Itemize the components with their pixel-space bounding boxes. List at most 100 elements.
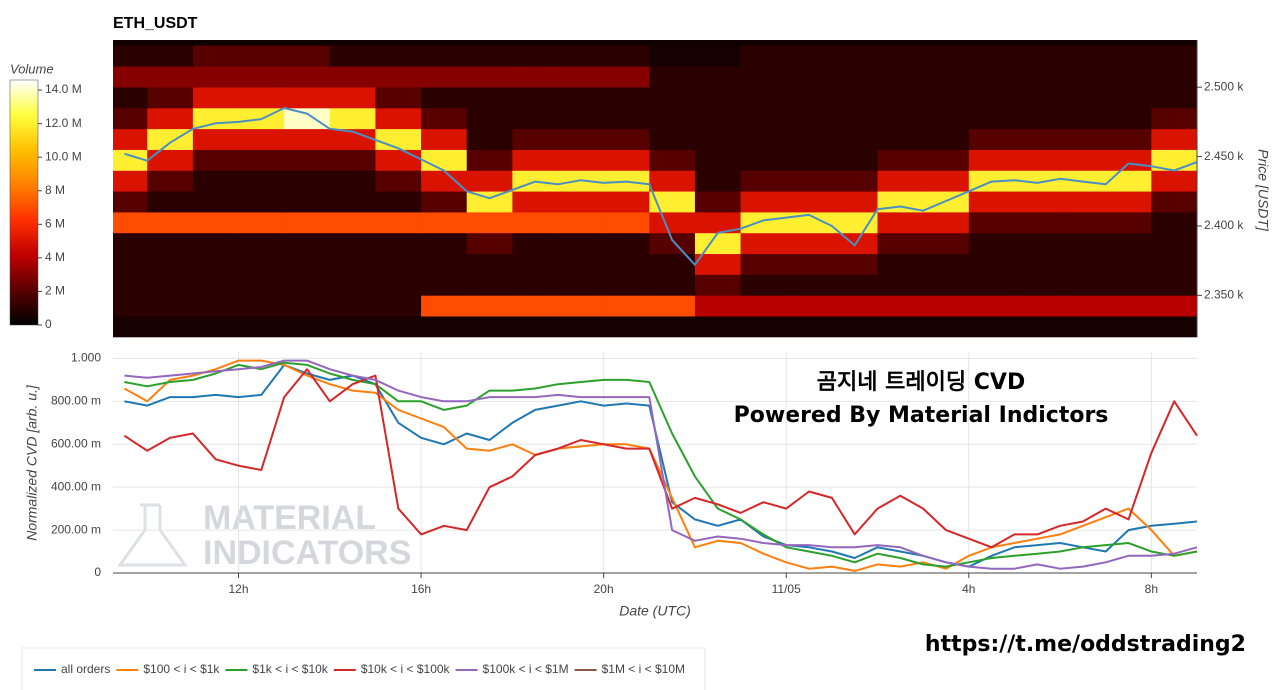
heatmap-cell xyxy=(968,66,1015,88)
heatmap-cell xyxy=(831,316,878,338)
heatmap-cell xyxy=(147,45,194,67)
heatmap-cell xyxy=(421,149,468,171)
heatmap-cell xyxy=(238,87,285,109)
heatmap-cell xyxy=(603,191,650,213)
heatmap-cell xyxy=(192,316,239,338)
heatmap-cell xyxy=(831,45,878,67)
heatmap-cell xyxy=(740,149,787,171)
heatmap-cell xyxy=(740,170,787,192)
heatmap-cell xyxy=(786,170,833,192)
heatmap-cell xyxy=(113,295,148,317)
heatmap-cell xyxy=(1014,253,1061,275)
series-line xyxy=(124,359,1198,570)
heatmap-cell xyxy=(694,170,741,192)
heatmap-cell xyxy=(238,45,285,67)
heatmap-cell xyxy=(238,253,285,275)
heatmap-cell xyxy=(192,170,239,192)
heatmap-cell xyxy=(512,253,559,275)
heatmap-cell xyxy=(968,128,1015,150)
heatmap-cell xyxy=(192,45,239,67)
heatmap-cell xyxy=(1060,87,1107,109)
heatmap-cell xyxy=(147,170,194,192)
heatmap-cell xyxy=(1105,45,1152,67)
heatmap-cell xyxy=(649,66,696,88)
heatmap-cell xyxy=(968,87,1015,109)
heatmap-cell xyxy=(421,232,468,255)
x-tick-label: 16h xyxy=(411,582,431,596)
heatmap-cell xyxy=(329,170,376,192)
heatmap-cell xyxy=(238,212,285,234)
heatmap-cell xyxy=(284,191,331,213)
legend-label: $1M < i < $10M xyxy=(602,662,685,676)
heatmap-cell xyxy=(603,316,650,338)
heatmap-cell xyxy=(466,170,513,192)
heatmap-cell xyxy=(1105,232,1152,255)
heatmap-cell xyxy=(1105,316,1152,338)
heatmap-cell xyxy=(238,316,285,338)
heatmap-cell xyxy=(694,45,741,67)
watermark: INDICATORS xyxy=(203,534,411,572)
heatmap-cell xyxy=(1014,87,1061,109)
heatmap-cell xyxy=(113,108,148,130)
heatmap-cell xyxy=(512,128,559,150)
heatmap-cell xyxy=(740,295,787,317)
heatmap-cell xyxy=(603,128,650,150)
heatmap-cell xyxy=(694,66,741,88)
heatmap-cell xyxy=(113,232,148,255)
heatmap-cell xyxy=(192,108,239,130)
heatmap-cell xyxy=(558,66,604,88)
heatmap-cell xyxy=(466,149,513,171)
colorbar-tick-label: 8 M xyxy=(45,183,65,197)
heatmap-cell xyxy=(375,316,422,338)
heatmap-cell xyxy=(284,316,331,338)
heatmap-cell xyxy=(375,87,422,109)
heatmap-cell xyxy=(1014,191,1061,213)
heatmap-cell xyxy=(968,274,1015,296)
heatmap-cell xyxy=(603,149,650,171)
heatmap-cell xyxy=(558,45,604,67)
heatmap-cell xyxy=(649,316,696,338)
heatmap-cell xyxy=(284,212,331,234)
heatmap-cell xyxy=(786,232,833,255)
colorbar-tick-label: 0 xyxy=(45,317,52,331)
heatmap-cell xyxy=(1151,232,1198,255)
heatmap-cell xyxy=(603,253,650,275)
heatmap-cell xyxy=(375,108,422,130)
heatmap-cell xyxy=(113,212,148,234)
heatmap-cell xyxy=(603,274,650,296)
cvd-axis-title: Normalized CVD [arb. u.] xyxy=(24,384,40,541)
heatmap-cell xyxy=(923,149,970,171)
heatmap-cell xyxy=(192,232,239,255)
heatmap-cell xyxy=(147,128,194,150)
heatmap-cell xyxy=(923,212,970,234)
heatmap-cell xyxy=(421,191,468,213)
heatmap-cell xyxy=(192,212,239,234)
heatmap-cell xyxy=(147,316,194,338)
heatmap-cell xyxy=(329,128,376,150)
heatmap-cell xyxy=(923,316,970,338)
heatmap-cell xyxy=(1060,45,1107,67)
colorbar-title: Volume xyxy=(10,61,54,76)
colorbar-tick-label: 14.0 M xyxy=(45,82,82,96)
heatmap-cell xyxy=(147,274,194,296)
colorbar-tick-label: 6 M xyxy=(45,216,65,230)
heatmap-cell xyxy=(603,295,650,317)
heatmap-cell xyxy=(512,295,559,317)
heatmap-cell xyxy=(512,274,559,296)
y-tick-label: 800.00 m xyxy=(51,394,101,408)
heatmap-cell xyxy=(192,66,239,88)
heatmap-cell xyxy=(329,87,376,109)
heatmap-cell xyxy=(329,191,376,213)
heatmap-cell xyxy=(877,253,924,275)
heatmap-cell xyxy=(113,170,148,192)
heatmap-cell xyxy=(192,128,239,150)
heatmap-cell xyxy=(1151,253,1198,275)
heatmap-cell xyxy=(649,170,696,192)
heatmap-cell xyxy=(466,45,513,67)
heatmap-cell xyxy=(192,274,239,296)
heatmap-cell xyxy=(1151,295,1198,317)
heatmap-cell xyxy=(558,87,604,109)
series-line xyxy=(124,107,1198,266)
heatmap-cell xyxy=(1014,128,1061,150)
heatmap-cell xyxy=(968,149,1015,171)
